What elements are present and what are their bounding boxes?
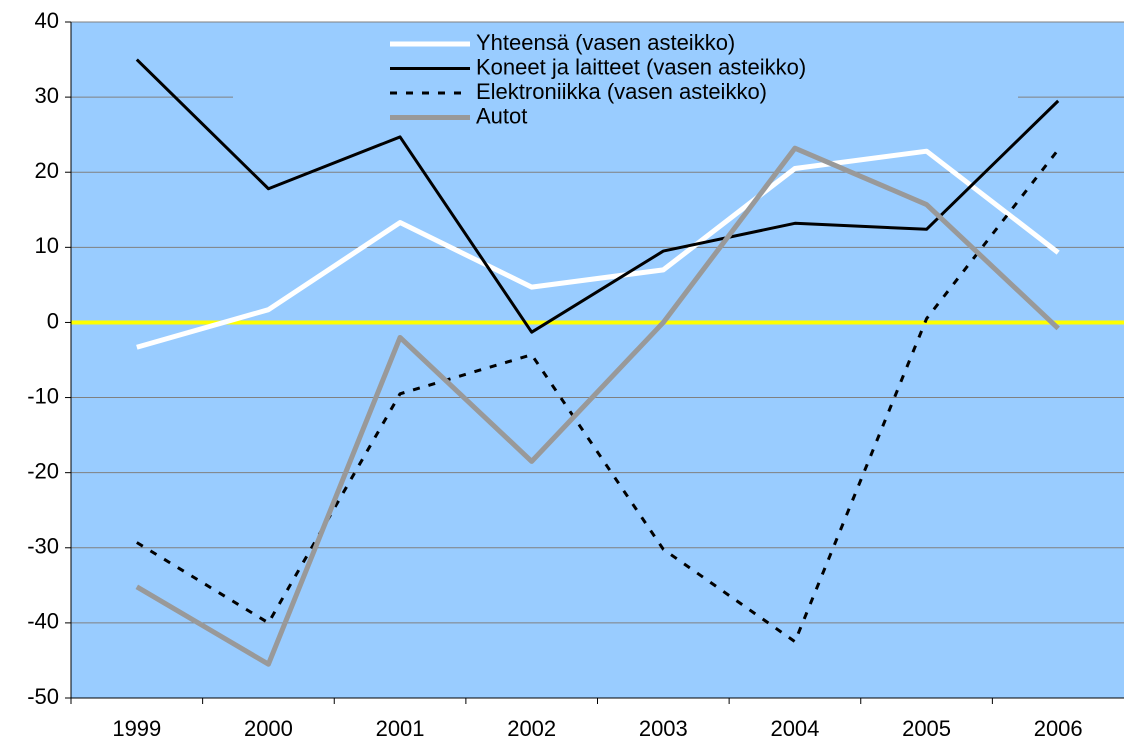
series-line <box>136 148 1060 350</box>
y-tick-label: 10 <box>35 233 59 258</box>
y-tick-label: -10 <box>27 383 59 408</box>
y-tick-label: -20 <box>27 458 59 483</box>
y-tick-label: -50 <box>27 684 59 709</box>
x-tick-label: 2006 <box>1034 716 1083 741</box>
y-tick-label: 20 <box>35 158 59 183</box>
x-tick-label: 2000 <box>244 716 293 741</box>
series-line <box>135 145 1060 667</box>
x-tick-label: 2001 <box>376 716 425 741</box>
y-tick-label: -40 <box>27 609 59 634</box>
series-line <box>135 58 1060 334</box>
x-tick-label: 2002 <box>507 716 556 741</box>
legend-label: Elektroniikka (vasen asteikko) <box>476 79 767 104</box>
legend-label: Yhteensä (vasen asteikko) <box>476 30 735 55</box>
y-tick-label: -30 <box>27 534 59 559</box>
x-tick-label: 2004 <box>770 716 819 741</box>
x-tick-label: 2003 <box>639 716 688 741</box>
y-tick-label: 0 <box>47 308 59 333</box>
legend-label: Autot <box>476 103 527 128</box>
legend-box <box>233 30 1018 130</box>
legend-label: Koneet ja laitteet (vasen asteikko) <box>476 54 806 79</box>
y-tick-label: 30 <box>35 83 59 108</box>
plot-area <box>71 22 1124 698</box>
y-tick-label: 40 <box>35 8 59 33</box>
x-tick-label: 1999 <box>112 716 161 741</box>
series-line <box>136 148 1060 644</box>
x-tick-label: 2005 <box>902 716 951 741</box>
